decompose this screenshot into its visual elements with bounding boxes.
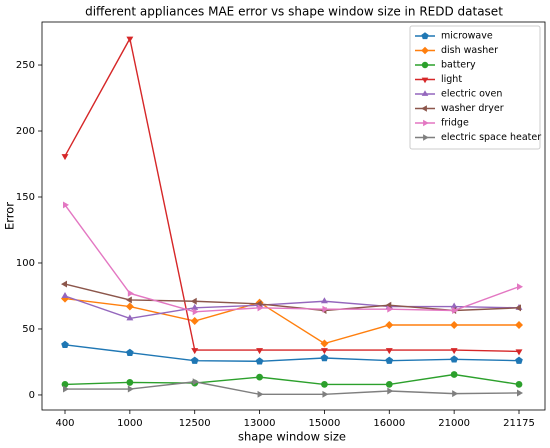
data-point: [320, 354, 329, 362]
data-point: [320, 348, 328, 355]
series-line: [65, 381, 520, 395]
series-line: [64, 344, 520, 363]
x-tick-label: 21000: [438, 418, 470, 429]
data-point: [515, 349, 523, 356]
data-point: [126, 36, 134, 43]
legend-marker: [421, 61, 429, 69]
x-tick-label: 1000: [117, 418, 142, 429]
series-line: [64, 36, 520, 353]
data-point: [255, 357, 264, 365]
data-point: [257, 304, 264, 312]
data-point: [190, 356, 199, 364]
data-point: [385, 348, 393, 355]
x-tick-label: 21175: [503, 418, 535, 429]
data-point: [191, 303, 199, 310]
data-point: [385, 301, 392, 309]
data-point: [515, 321, 523, 330]
data-point: [256, 373, 263, 381]
data-point: [387, 305, 394, 313]
data-point: [515, 356, 523, 364]
data-point: [61, 280, 67, 288]
data-point: [125, 302, 134, 311]
legend-marker: [421, 46, 429, 55]
data-point: [61, 291, 69, 298]
series-line: [64, 204, 520, 313]
data-point: [322, 390, 329, 398]
chart-title: different appliances MAE error vs shape …: [85, 5, 503, 19]
data-point: [387, 387, 394, 395]
data-point: [63, 201, 69, 209]
x-tick-label: 13000: [244, 418, 276, 429]
data-point: [452, 307, 459, 314]
data-point: [127, 289, 134, 297]
data-point: [515, 380, 523, 388]
legend-box: [409, 25, 541, 150]
data-point: [255, 300, 262, 308]
legend-marker: [421, 32, 429, 40]
legend-marker: [423, 119, 429, 127]
data-point: [385, 380, 393, 388]
y-tick-label: 200: [16, 126, 35, 137]
legend-label: dish washer: [441, 45, 498, 56]
data-point: [190, 317, 199, 326]
data-point: [450, 348, 458, 355]
data-point: [385, 356, 394, 364]
data-point: [450, 355, 458, 363]
y-tick-label: 0: [29, 390, 35, 401]
y-tick-label: 100: [16, 258, 35, 269]
y-tick-label: 250: [16, 60, 35, 71]
legend-marker: [421, 77, 429, 84]
data-point: [61, 154, 69, 161]
data-point: [63, 385, 69, 393]
data-point: [517, 389, 523, 397]
legend-label: electric space heater: [441, 132, 541, 143]
y-tick-label: 150: [16, 192, 35, 203]
data-point: [517, 283, 523, 291]
y-tick-label: 50: [22, 324, 35, 335]
data-point: [515, 304, 521, 312]
legend-label: microwave: [441, 31, 493, 42]
y-axis-label: Error: [3, 202, 17, 230]
series-line: [64, 297, 519, 345]
data-point: [452, 390, 459, 398]
data-point: [126, 348, 134, 356]
data-point: [320, 297, 328, 304]
legend-label: electric oven: [441, 89, 502, 100]
legend-marker: [421, 90, 429, 96]
data-point: [190, 297, 197, 305]
data-point: [61, 340, 69, 349]
data-point: [191, 348, 199, 355]
x-tick-label: 12500: [179, 418, 211, 429]
data-point: [450, 302, 458, 309]
data-point: [257, 390, 264, 398]
plot-frame: [41, 21, 546, 411]
data-point: [125, 296, 132, 304]
data-point: [256, 348, 264, 355]
series-line: [64, 373, 520, 386]
data-point: [450, 371, 458, 378]
x-axis-label: shape window size: [238, 430, 346, 444]
legend-label: fridge: [441, 118, 469, 129]
series-line: [64, 295, 520, 320]
data-point: [126, 314, 134, 321]
data-point: [322, 305, 329, 313]
data-point: [192, 308, 199, 316]
data-point: [321, 380, 328, 388]
legend-marker: [423, 134, 429, 141]
data-point: [385, 321, 394, 330]
data-point: [450, 321, 459, 330]
x-tick-label: 16000: [373, 418, 405, 429]
data-point: [126, 379, 134, 386]
x-tick-label: 400: [55, 418, 74, 429]
legend-label: washer dryer: [441, 103, 504, 114]
x-tick-label: 15000: [309, 418, 341, 429]
data-point: [320, 339, 329, 348]
data-point: [192, 378, 199, 386]
legend-label: light: [441, 74, 462, 85]
legend-label: battery: [441, 60, 476, 71]
data-point: [127, 385, 134, 393]
legend-marker: [421, 105, 427, 112]
